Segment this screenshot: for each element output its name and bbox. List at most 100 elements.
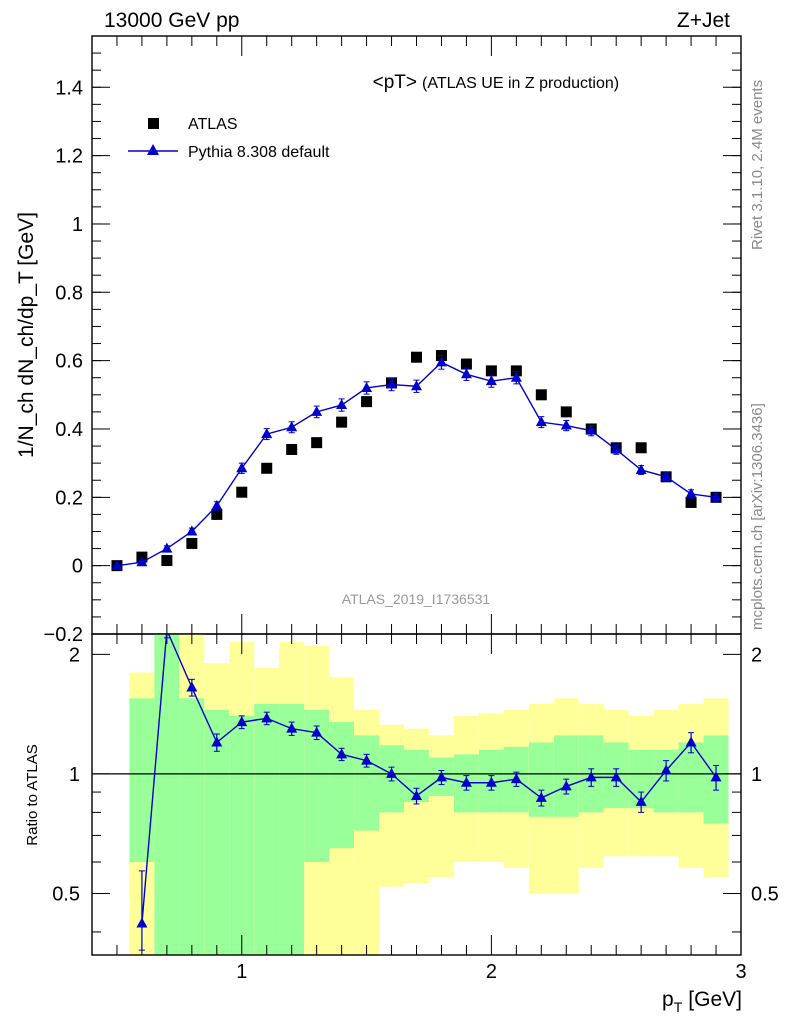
- ratio-mc-point: [311, 726, 323, 737]
- atlas-point: [161, 555, 173, 567]
- mcplots-label: mcplots.cern.ch [arXiv:1306.3436]: [749, 403, 766, 630]
- ratio-band-inner: [129, 698, 155, 863]
- mc-point: [211, 499, 223, 510]
- atlas-point: [236, 486, 248, 498]
- atlas-point: [685, 496, 697, 508]
- atlas-point: [460, 358, 472, 370]
- main-ytick-label: 1.4: [55, 77, 83, 99]
- mc-point: [535, 416, 547, 427]
- ratio-mc-point: [236, 716, 248, 727]
- atlas-point: [485, 365, 497, 377]
- ratio-band-inner: [329, 722, 355, 849]
- x-ticklabels: 1 2 3: [236, 961, 746, 983]
- legend-mc-label: Pythia 8.308 default: [188, 144, 330, 161]
- ratio-mc-point: [685, 736, 697, 747]
- main-panel: −0.2 0 0.2 0.4 0.6 0.8 1 1.2 1.4 <pT> (ATLAS UE …: [15, 35, 742, 646]
- legend-atlas-marker: [148, 118, 159, 129]
- x-axis-label: pT [GeV]: [662, 988, 742, 1015]
- ratio-frame: [91, 633, 742, 956]
- ratio-panel: 0.5 0.5 1 1 2 2 Ratio to ATLAS 1 2 3 pT [GeV]: [24, 633, 779, 1015]
- ratio-ytick-label: 0.5: [52, 883, 80, 905]
- ratio-ytick-label-right: 0.5: [751, 883, 779, 905]
- atlas-point: [336, 416, 348, 428]
- ratio-mc-point: [261, 712, 273, 723]
- ratio-bands: [129, 634, 729, 955]
- ratio-ytick-label: 1: [69, 764, 80, 786]
- mc-point: [710, 491, 722, 502]
- ratio-mc-point: [361, 754, 373, 765]
- ratio-mc-point: [710, 771, 722, 782]
- ratio-marks: [92, 634, 741, 951]
- process-label: Z+Jet: [677, 9, 730, 32]
- main-ticks: −0.2 0 0.2 0.4 0.6 0.8 1 1.2 1.4: [44, 36, 742, 646]
- mc-point: [136, 556, 148, 567]
- main-ytick-label: 0: [72, 556, 83, 578]
- ratio-ylabel: Ratio to ATLAS: [24, 744, 41, 845]
- ratio-mc-point: [485, 776, 497, 787]
- rivet-label: Rivet 3.1.10, 2.4M events: [749, 80, 766, 250]
- mc-point: [510, 371, 522, 382]
- ratio-mc-point: [535, 791, 547, 802]
- ratio-mc-point: [336, 748, 348, 759]
- mc-point: [660, 470, 672, 481]
- ratio-mc-point: [186, 681, 198, 692]
- title-main: <pT>: [373, 72, 417, 93]
- x-axis-label-unit: [GeV]: [688, 988, 742, 1011]
- mc-point: [336, 399, 348, 410]
- main-ytick-label: −0.2: [44, 624, 83, 646]
- atlas-point: [261, 462, 273, 474]
- mc-point: [460, 368, 472, 379]
- xtick-label: 3: [735, 961, 746, 983]
- mc-point: [485, 375, 497, 386]
- mc-point: [685, 487, 697, 498]
- ratio-band-inner: [229, 715, 255, 955]
- x-axis-label-p: p: [662, 988, 674, 1011]
- ratio-ylabel-text: Ratio to ATLAS: [24, 744, 41, 845]
- atlas-point: [560, 406, 572, 418]
- ratio-mc-point: [660, 764, 672, 775]
- mc-point: [111, 559, 123, 570]
- mc-point: [161, 542, 173, 553]
- main-ytick-label: 1: [72, 214, 83, 236]
- ratio-band-inner: [254, 703, 280, 955]
- analysis-id: ATLAS_2019_I1736531: [342, 591, 491, 607]
- ratio-ytick-label-right: 1: [751, 764, 762, 786]
- ratio-mc-point: [635, 795, 647, 806]
- ratio-band-inner: [279, 703, 305, 955]
- main-marks: [111, 350, 722, 572]
- mc-point: [386, 378, 398, 389]
- ratio-mc-point: [560, 780, 572, 791]
- mc-point: [435, 356, 447, 367]
- mc-point: [635, 463, 647, 474]
- mc-point: [610, 443, 622, 454]
- atlas-point: [635, 442, 647, 454]
- mc-point: [261, 428, 273, 439]
- ratio-mc-point: [386, 767, 398, 778]
- mc-point: [560, 419, 572, 430]
- main-ytick-label: 0.2: [55, 487, 83, 509]
- main-ylabel-text: 1/N_ch dN_ch/dp_T [GeV]: [15, 212, 38, 458]
- xtick-label: 1: [236, 961, 247, 983]
- ratio-band-inner: [154, 634, 180, 955]
- legend: ATLAS Pythia 8.308 default: [128, 116, 330, 161]
- ratio-ytick-label: 2: [69, 644, 80, 666]
- mc-point: [585, 424, 597, 435]
- legend-mc-marker: [147, 144, 159, 155]
- energy-label: 13000 GeV pp: [104, 9, 239, 32]
- atlas-point: [411, 351, 422, 363]
- main-ytick-label: 0.6: [55, 351, 83, 373]
- main-ytick-label: 0.4: [55, 419, 83, 441]
- ratio-mc-point: [510, 773, 522, 784]
- atlas-point: [510, 365, 522, 377]
- ratio-band-outer: [428, 735, 454, 878]
- ratio-ytick-label-right: 2: [751, 644, 762, 666]
- ratio-mc-point: [435, 771, 447, 782]
- ratio-mc-point: [211, 736, 223, 747]
- xtick-label: 2: [486, 961, 497, 983]
- mc-point: [411, 380, 422, 391]
- ratio-mc-point: [610, 771, 622, 782]
- atlas-point: [211, 508, 223, 520]
- title-sub: (ATLAS UE in Z production): [422, 75, 619, 92]
- ratio-band-inner: [354, 735, 380, 831]
